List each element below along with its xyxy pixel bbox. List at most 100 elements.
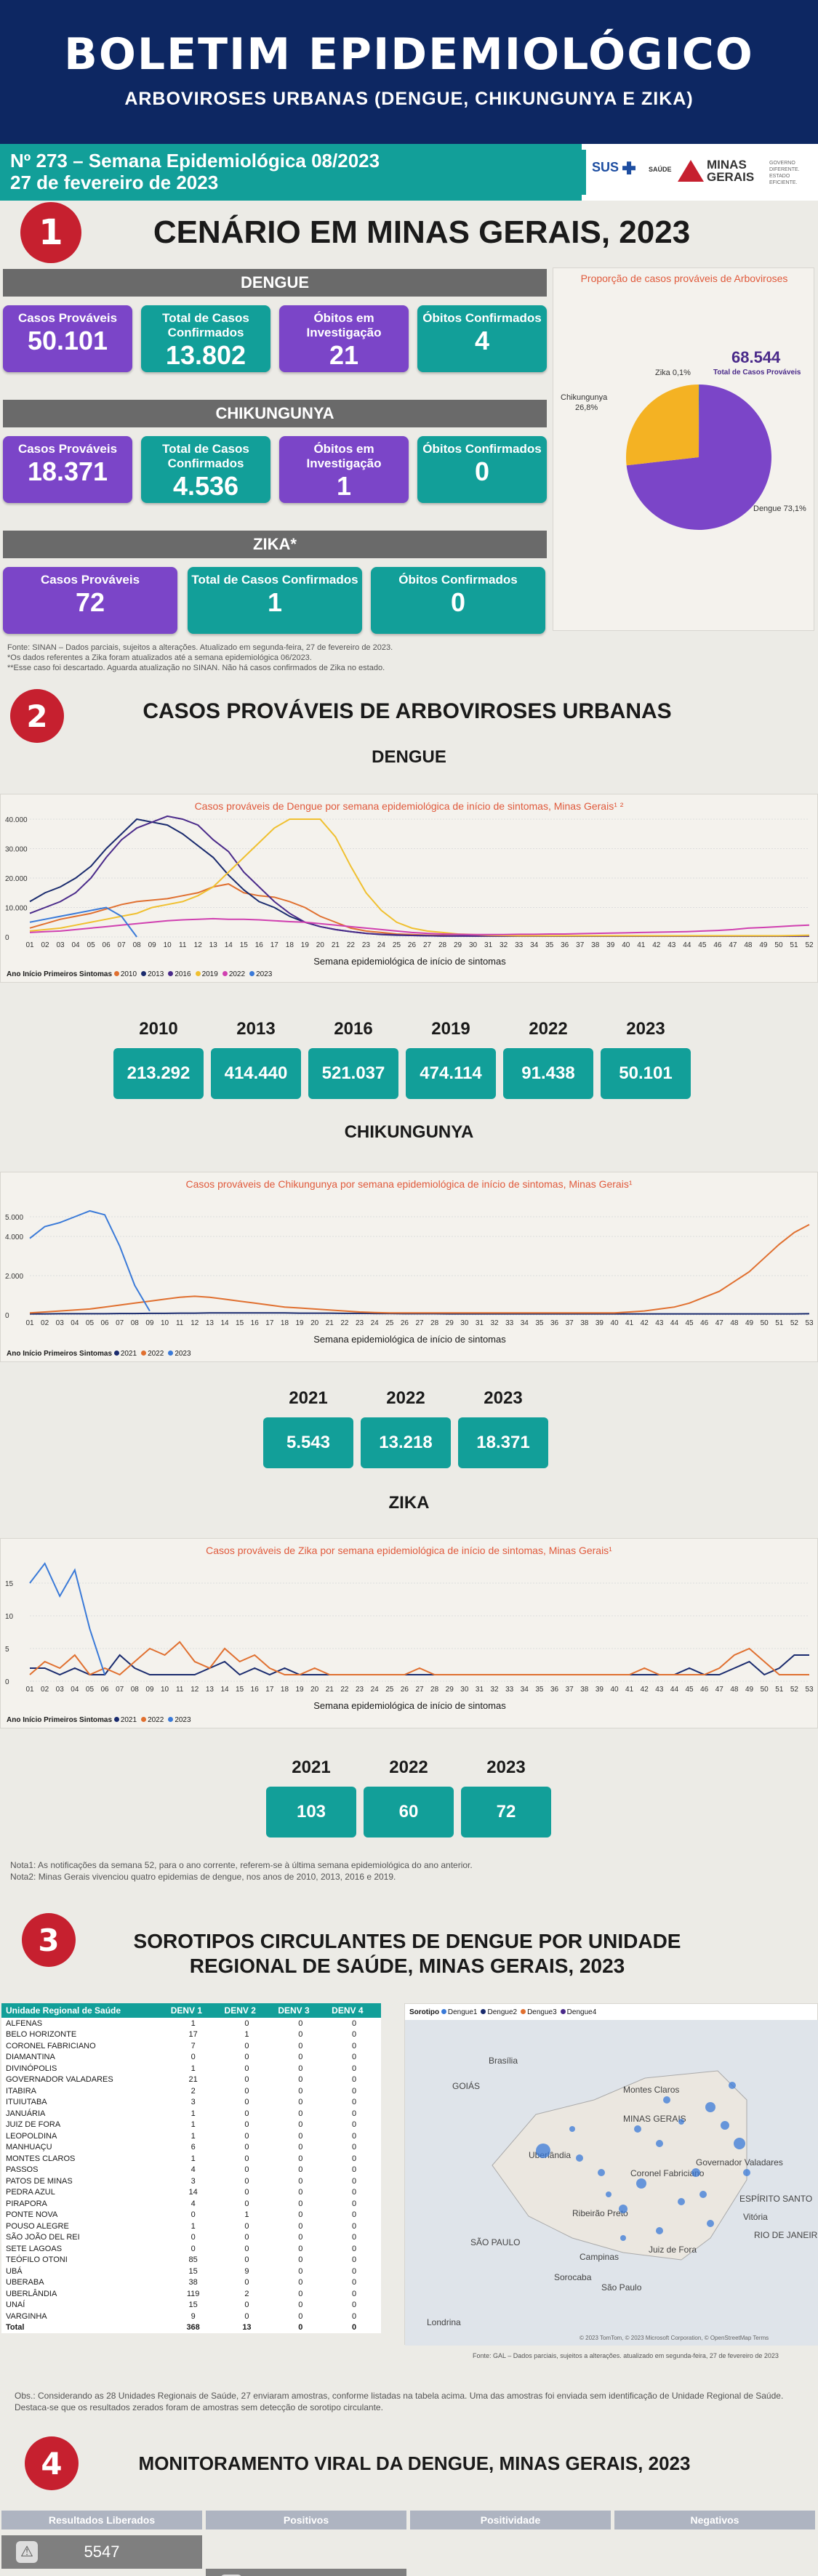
table-row[interactable]: PASSOS 4 0 0 0 bbox=[1, 2165, 381, 2176]
table-cell: 0 bbox=[298, 2221, 303, 2231]
map-point[interactable] bbox=[734, 2138, 745, 2149]
card-label: Casos Prováveis bbox=[17, 442, 118, 456]
map-point[interactable] bbox=[634, 2125, 641, 2133]
map-point[interactable] bbox=[536, 2144, 550, 2158]
table-row[interactable]: LEOPOLDINA 1 0 0 0 bbox=[1, 2130, 381, 2142]
table-row[interactable]: JUIZ DE FORA 1 0 0 0 bbox=[1, 2120, 381, 2131]
x-tick-label: 26 bbox=[408, 941, 417, 949]
map-point[interactable] bbox=[663, 2096, 670, 2104]
table-cell: 0 bbox=[298, 2188, 303, 2197]
table-row[interactable]: ITABIRA 2 0 0 0 bbox=[1, 2085, 381, 2097]
map-city-label: GOIÁS bbox=[452, 2080, 480, 2091]
map-city-label: Londrina bbox=[427, 2317, 461, 2327]
table-row[interactable]: PONTE NOVA 0 1 0 0 bbox=[1, 2210, 381, 2221]
table-cell: 1 bbox=[191, 2018, 196, 2028]
table-row[interactable]: MANHUAÇU 6 0 0 0 bbox=[1, 2142, 381, 2154]
table-cell: 0 bbox=[352, 2131, 357, 2141]
table-row[interactable]: MONTES CLAROS 1 0 0 0 bbox=[1, 2153, 381, 2165]
notes-3-source: Fonte: GAL – Dados parciais, sujeitos a … bbox=[473, 2352, 779, 2359]
map-point[interactable] bbox=[636, 2178, 646, 2189]
column-header[interactable]: DENV 4 bbox=[327, 2003, 381, 2018]
x-tick-label: 08 bbox=[131, 1686, 140, 1694]
map-point[interactable] bbox=[656, 2140, 663, 2147]
map-point[interactable] bbox=[656, 2227, 663, 2234]
table-row[interactable]: JANUÁRIA 1 0 0 0 bbox=[1, 2108, 381, 2120]
table-row[interactable]: SETE LAGOAS 0 0 0 0 bbox=[1, 2243, 381, 2255]
table-row[interactable]: BELO HORIZONTE 17 1 0 0 bbox=[1, 2029, 381, 2041]
map-point[interactable] bbox=[620, 2235, 626, 2241]
map-point[interactable] bbox=[606, 2191, 612, 2197]
table-cell: 0 bbox=[244, 2311, 249, 2321]
map-point[interactable] bbox=[699, 2191, 707, 2198]
table-row[interactable]: PIRAPORA 4 0 0 0 bbox=[1, 2198, 381, 2210]
dengue_years-year-label: 2022 bbox=[529, 1019, 568, 1039]
map-point[interactable] bbox=[678, 2198, 685, 2205]
x-tick-label: 10 bbox=[164, 941, 172, 949]
table-row[interactable]: DIVINÓPOLIS 1 0 0 0 bbox=[1, 2063, 381, 2074]
map-point[interactable] bbox=[729, 2082, 736, 2089]
zika_years-year-label: 2022 bbox=[389, 1758, 428, 1777]
table-row[interactable]: DIAMANTINA 0 0 0 0 bbox=[1, 2052, 381, 2064]
table-row[interactable]: VARGINHA 9 0 0 0 bbox=[1, 2311, 381, 2322]
map-panel: Sorotipo Dengue1 Dengue2 Dengue3 Dengue4 Br… bbox=[404, 2003, 818, 2346]
map-city-label: Governador Valadares bbox=[696, 2157, 783, 2168]
table-row[interactable]: UBERABA 38 0 0 0 bbox=[1, 2277, 381, 2289]
table-row[interactable]: PATOS DE MINAS 3 0 0 0 bbox=[1, 2175, 381, 2187]
column-header[interactable]: DENV 2 bbox=[220, 2003, 274, 2018]
column-header[interactable]: DENV 1 bbox=[166, 2003, 220, 2018]
x-tick-label: 50 bbox=[774, 941, 783, 949]
table-row[interactable]: UNAÍ 15 0 0 0 bbox=[1, 2300, 381, 2311]
column-header[interactable]: DENV 3 bbox=[273, 2003, 328, 2018]
x-tick-label: 12 bbox=[194, 941, 203, 949]
table-row[interactable]: SÃO JOÃO DEL REI 0 0 0 0 bbox=[1, 2232, 381, 2244]
chik-card-1: Total de Casos Confirmados 4.536 bbox=[141, 436, 270, 503]
x-tick-label: 52 bbox=[790, 1686, 799, 1694]
table-row[interactable]: PEDRA AZUL 14 0 0 0 bbox=[1, 2187, 381, 2199]
map-point[interactable] bbox=[721, 2121, 729, 2130]
x-tick-label: 13 bbox=[206, 1319, 214, 1327]
table-header-row: Unidade Regional de Saúde DENV 1 DENV 2 DEN… bbox=[1, 2003, 381, 2018]
map-point[interactable] bbox=[576, 2154, 583, 2162]
pie-label-chik: Chikungunya bbox=[561, 393, 608, 402]
x-tick-label: 23 bbox=[356, 1319, 364, 1327]
map-point[interactable] bbox=[569, 2126, 575, 2132]
x-tick-label: 26 bbox=[401, 1319, 409, 1327]
map-point[interactable] bbox=[598, 2169, 605, 2176]
table-cell: 0 bbox=[298, 2255, 303, 2265]
table-cell: 0 bbox=[244, 2109, 249, 2118]
table-row[interactable]: TEÓFILO OTONI 85 0 0 0 bbox=[1, 2255, 381, 2266]
table-row[interactable]: CORONEL FABRICIANO 7 0 0 0 bbox=[1, 2040, 381, 2052]
map-city-label: Brasília bbox=[489, 2056, 518, 2066]
dengue_years-year-label: 2013 bbox=[236, 1019, 276, 1039]
table-cell: TEÓFILO OTONI bbox=[6, 2255, 68, 2265]
x-tick-label: 05 bbox=[86, 1319, 95, 1327]
table-row[interactable]: POUSO ALEGRE 1 0 0 0 bbox=[1, 2221, 381, 2232]
table-cell: 38 bbox=[188, 2278, 198, 2287]
x-tick-label: 34 bbox=[530, 941, 539, 949]
map-point[interactable] bbox=[619, 2205, 627, 2213]
dengue-chart-panel: Casos prováveis de Dengue por semana epi… bbox=[0, 794, 818, 983]
table-row[interactable]: ITUIUTABA 3 0 0 0 bbox=[1, 2097, 381, 2109]
table-row[interactable]: UBERLÂNDIA 119 2 0 0 bbox=[1, 2288, 381, 2300]
map-point[interactable] bbox=[705, 2102, 715, 2112]
table-row[interactable]: GOVERNADOR VALADARES 21 0 0 0 bbox=[1, 2074, 381, 2086]
table-cell: 0 bbox=[352, 2311, 357, 2321]
map-point[interactable] bbox=[707, 2220, 714, 2227]
x-tick-label: 43 bbox=[655, 1319, 664, 1327]
monitor-label: Positivos bbox=[206, 2511, 406, 2529]
x-tick-label: 35 bbox=[535, 1686, 544, 1694]
map-point[interactable] bbox=[743, 2169, 750, 2176]
column-header[interactable]: Unidade Regional de Saúde bbox=[1, 2003, 167, 2018]
table-cell: 0 bbox=[352, 2030, 357, 2040]
card-value: 21 bbox=[329, 340, 359, 370]
table-cell: 0 bbox=[244, 2255, 249, 2265]
table-row[interactable]: ALFENAS 1 0 0 0 bbox=[1, 2018, 381, 2029]
table-cell: UBERLÂNDIA bbox=[6, 2289, 57, 2298]
x-tick-label: 16 bbox=[251, 1686, 260, 1694]
notes-3-obs: Obs.: Considerando as 28 Unidades Region… bbox=[15, 2391, 784, 2412]
map-point[interactable] bbox=[678, 2119, 684, 2125]
table-cell: 0 bbox=[352, 2098, 357, 2107]
x-tick-label: 40 bbox=[610, 1686, 619, 1694]
map-point[interactable] bbox=[691, 2168, 700, 2177]
table-row[interactable]: UBÁ 15 9 0 0 bbox=[1, 2266, 381, 2277]
